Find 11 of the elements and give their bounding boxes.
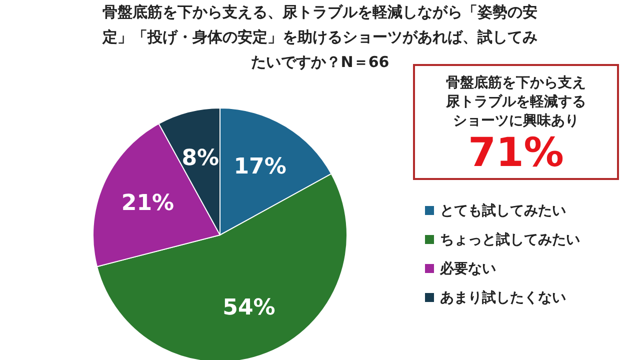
- data-label: 54%: [222, 296, 276, 321]
- legend-label: 必要ない: [440, 260, 496, 278]
- data-label: 21%: [121, 191, 174, 216]
- data-label: 8%: [182, 146, 220, 172]
- legend-label: あまり試したくない: [440, 288, 566, 306]
- legend-label: ちょっと試してみたい: [440, 230, 580, 248]
- legend-label: とても試してみたい: [440, 202, 566, 220]
- data-label: 17%: [234, 154, 286, 180]
- text: 骨盤底筋を下から支え尿トラブルを軽減するショーツに興味あり: [445, 74, 587, 131]
- chart-title: 骨盤底筋を下から支える、尿トラブルを軽減しながら「姿勢の安定」「投げ・身体の安定」を助けるショーツがあれば、試してみたいですか？N＝66: [101, 2, 538, 73]
- text: 71%: [467, 130, 565, 176]
